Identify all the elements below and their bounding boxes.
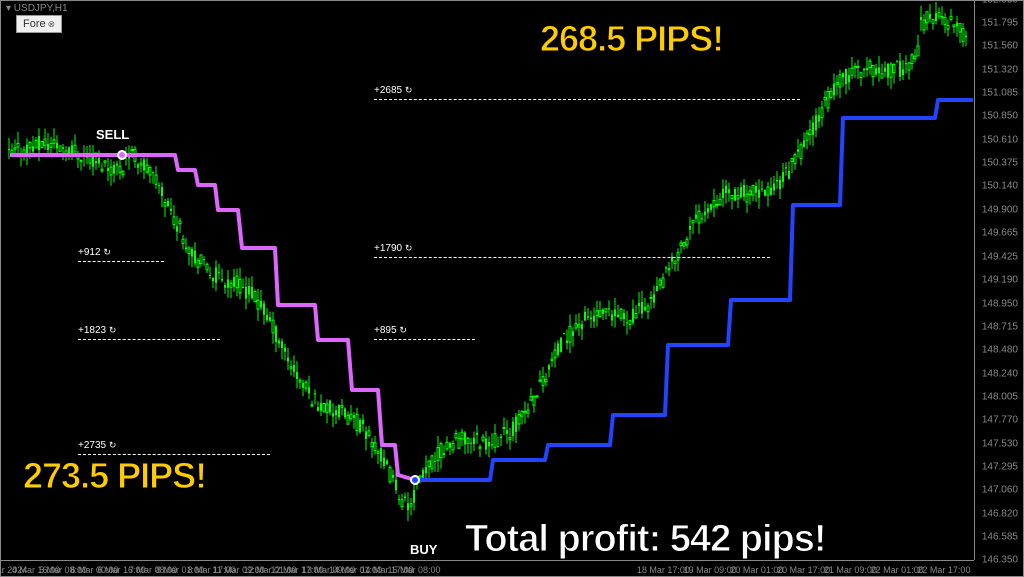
headline-total: Total profit: 542 pips! xyxy=(465,518,826,561)
marker-label: +1823 ↻ xyxy=(78,325,116,336)
marker-label: +1790 ↻ xyxy=(374,243,412,254)
y-tick: 149.665 xyxy=(982,228,1018,239)
x-tick: 20 Mar 17:00 xyxy=(777,565,830,575)
refresh-icon: ↻ xyxy=(405,85,413,96)
sell-signal-dot xyxy=(117,150,127,160)
y-tick: 148.005 xyxy=(982,391,1018,402)
y-tick: 151.320 xyxy=(982,65,1018,76)
y-tick: 152.030 xyxy=(982,0,1018,6)
refresh-icon: ↻ xyxy=(405,243,413,254)
headline-bottom-pips: 273.5 PIPS! xyxy=(23,455,206,497)
buy-annotation: BUY xyxy=(410,542,437,557)
y-tick: 147.295 xyxy=(982,461,1018,472)
x-tick: 22 Mar 01:00 xyxy=(871,565,924,575)
marker-label: +2685 ↻ xyxy=(374,85,412,96)
y-tick: 147.060 xyxy=(982,485,1018,496)
x-tick: 19 Mar 09:00 xyxy=(684,565,737,575)
x-axis: 4 Mar 20244 Mar 16:005 Mar 08:006 Mar 00… xyxy=(0,560,974,577)
y-tick: 149.190 xyxy=(982,275,1018,286)
y-tick: 146.350 xyxy=(982,555,1018,566)
x-tick: 22 Mar 17:00 xyxy=(917,565,970,575)
marker-label: +895 ↻ xyxy=(374,325,407,336)
refresh-icon: ↻ xyxy=(103,247,111,258)
x-tick: 21 Mar 09:00 xyxy=(824,565,877,575)
y-tick: 150.375 xyxy=(982,158,1018,169)
dash-line xyxy=(78,339,220,340)
dash-line xyxy=(374,257,770,258)
dash-line xyxy=(78,261,164,262)
marker-label: +2735 ↻ xyxy=(78,440,116,451)
y-tick: 146.820 xyxy=(982,508,1018,519)
dash-line xyxy=(374,99,800,100)
x-tick: 18 Mar 17:00 xyxy=(637,565,690,575)
x-tick: 15 Mar 08:00 xyxy=(387,565,440,575)
dash-line xyxy=(374,339,475,340)
y-tick: 150.610 xyxy=(982,135,1018,146)
y-tick: 146.585 xyxy=(982,531,1018,542)
y-tick: 148.240 xyxy=(982,368,1018,379)
y-tick: 147.770 xyxy=(982,415,1018,426)
sell-annotation: SELL xyxy=(96,127,129,142)
y-tick: 150.850 xyxy=(982,111,1018,122)
y-tick: 150.140 xyxy=(982,181,1018,192)
refresh-icon: ↻ xyxy=(109,440,117,451)
marker-label: +912 ↻ xyxy=(78,247,111,258)
headline-top-pips: 268.5 PIPS! xyxy=(540,18,723,60)
buy-signal-dot xyxy=(410,475,420,485)
y-tick: 149.900 xyxy=(982,205,1018,216)
y-tick: 149.425 xyxy=(982,251,1018,262)
y-tick: 151.085 xyxy=(982,88,1018,99)
y-tick: 148.950 xyxy=(982,298,1018,309)
refresh-icon: ↻ xyxy=(399,325,407,336)
y-tick: 151.795 xyxy=(982,18,1018,29)
y-tick: 147.530 xyxy=(982,438,1018,449)
x-tick: 20 Mar 01:00 xyxy=(730,565,783,575)
y-axis: 152.030 151.795 151.560 151.320 151.085 150.8… xyxy=(974,0,1024,560)
y-tick: 148.715 xyxy=(982,321,1018,332)
refresh-icon: ↻ xyxy=(109,325,117,336)
y-tick: 148.480 xyxy=(982,345,1018,356)
y-tick: 151.560 xyxy=(982,41,1018,52)
